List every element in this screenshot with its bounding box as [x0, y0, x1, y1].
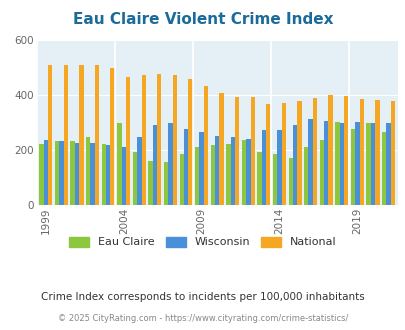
- Bar: [48, 65, 52, 205]
- Bar: [339, 123, 343, 205]
- Bar: [234, 97, 239, 205]
- Bar: [44, 140, 48, 205]
- Bar: [132, 152, 137, 205]
- Bar: [245, 139, 250, 205]
- Bar: [312, 98, 316, 205]
- Bar: [172, 75, 177, 205]
- Bar: [148, 161, 152, 205]
- Bar: [277, 130, 281, 205]
- Bar: [359, 99, 363, 205]
- Bar: [265, 104, 270, 205]
- Bar: [152, 125, 157, 205]
- Bar: [39, 144, 44, 205]
- Bar: [59, 141, 64, 205]
- Bar: [241, 140, 245, 205]
- Bar: [64, 65, 68, 205]
- Text: © 2025 CityRating.com - https://www.cityrating.com/crime-statistics/: © 2025 CityRating.com - https://www.city…: [58, 314, 347, 323]
- Bar: [323, 121, 328, 205]
- Bar: [296, 101, 301, 205]
- Bar: [168, 123, 172, 205]
- Bar: [110, 69, 115, 205]
- Bar: [141, 75, 145, 205]
- Bar: [55, 141, 59, 205]
- Bar: [319, 140, 323, 205]
- Bar: [230, 137, 234, 205]
- Bar: [354, 122, 359, 205]
- Bar: [335, 122, 339, 205]
- Bar: [126, 77, 130, 205]
- Bar: [75, 143, 79, 205]
- Bar: [101, 144, 106, 205]
- Bar: [350, 129, 354, 205]
- Legend: Eau Claire, Wisconsin, National: Eau Claire, Wisconsin, National: [64, 232, 341, 252]
- Bar: [94, 65, 99, 205]
- Bar: [79, 65, 83, 205]
- Bar: [86, 137, 90, 205]
- Bar: [366, 123, 370, 205]
- Bar: [90, 143, 94, 205]
- Bar: [381, 132, 386, 205]
- Bar: [106, 146, 110, 205]
- Bar: [157, 74, 161, 205]
- Bar: [308, 119, 312, 205]
- Bar: [215, 136, 219, 205]
- Bar: [219, 93, 223, 205]
- Bar: [281, 103, 286, 205]
- Bar: [386, 123, 390, 205]
- Bar: [370, 123, 374, 205]
- Bar: [199, 132, 203, 205]
- Bar: [303, 147, 308, 205]
- Bar: [164, 162, 168, 205]
- Bar: [188, 79, 192, 205]
- Bar: [257, 152, 261, 205]
- Bar: [272, 154, 277, 205]
- Bar: [374, 100, 379, 205]
- Bar: [226, 144, 230, 205]
- Bar: [390, 101, 394, 205]
- Bar: [292, 125, 296, 205]
- Bar: [210, 146, 215, 205]
- Bar: [203, 86, 208, 205]
- Bar: [183, 129, 188, 205]
- Text: Crime Index corresponds to incidents per 100,000 inhabitants: Crime Index corresponds to incidents per…: [41, 292, 364, 302]
- Bar: [288, 158, 292, 205]
- Bar: [328, 95, 332, 205]
- Text: Eau Claire Violent Crime Index: Eau Claire Violent Crime Index: [72, 12, 333, 26]
- Bar: [137, 137, 141, 205]
- Bar: [117, 123, 121, 205]
- Bar: [195, 147, 199, 205]
- Bar: [121, 147, 126, 205]
- Bar: [70, 141, 75, 205]
- Bar: [250, 97, 254, 205]
- Bar: [343, 96, 347, 205]
- Bar: [261, 130, 265, 205]
- Bar: [179, 154, 183, 205]
